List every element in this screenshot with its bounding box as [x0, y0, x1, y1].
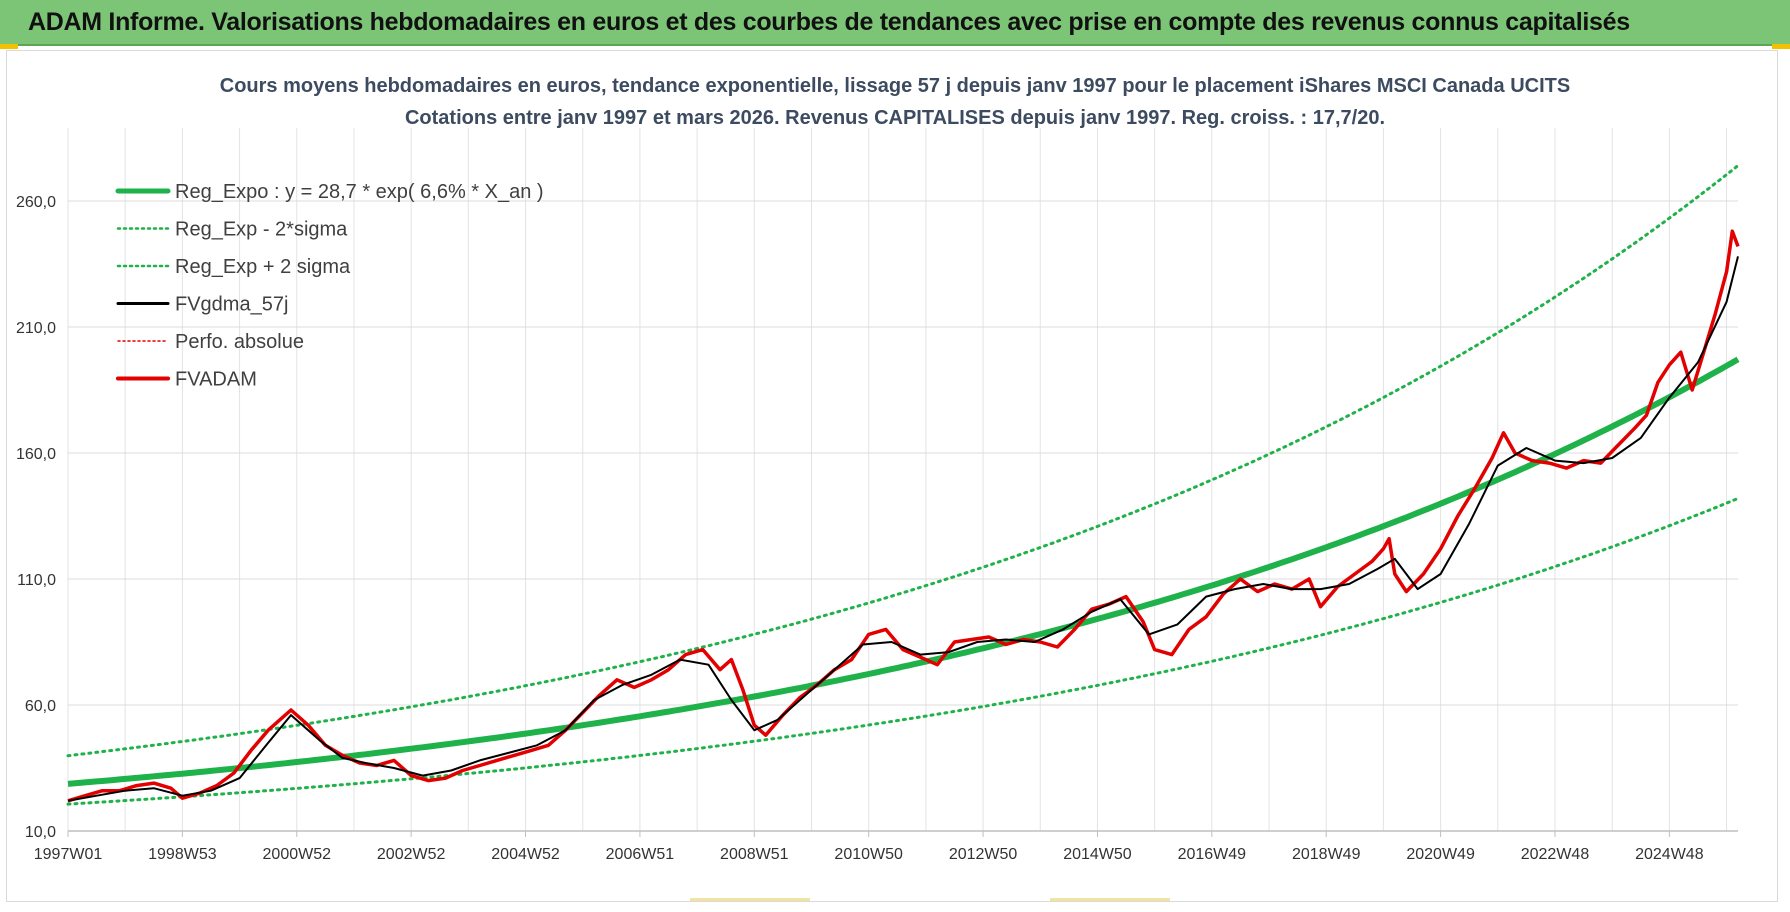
banner-title: ADAM Informe. Valorisations hebdomadaire… [28, 8, 1630, 36]
x-tick-label: 1997W01 [34, 846, 103, 863]
y-tick-label: 210,0 [16, 320, 56, 337]
x-tick-label: 2022W48 [1521, 846, 1590, 863]
legend-label: Reg_Exp - 2*sigma [175, 219, 348, 241]
series-fvadam [67, 229, 1740, 803]
x-tick-label: 2016W49 [1178, 846, 1247, 863]
x-tick-label: 2014W50 [1063, 846, 1132, 863]
decor-strip [1050, 898, 1170, 901]
x-tick-label: 2012W50 [949, 846, 1018, 863]
decor-strip [690, 898, 810, 901]
y-tick-label: 160,0 [16, 446, 56, 463]
corner-marker-left [0, 44, 18, 49]
x-tick-label: 2000W52 [263, 846, 332, 863]
x-tick-label: 2010W50 [834, 846, 903, 863]
x-tick-label: 2004W52 [491, 846, 560, 863]
series-perfo-absolue [67, 231, 1739, 802]
series-fvgdma-57j [67, 256, 1739, 802]
legend-label: FVADAM [175, 369, 257, 391]
series-reg-exp-plus-2sigma [66, 164, 1740, 758]
x-tick-label: 2002W52 [377, 846, 446, 863]
x-tick-label: 2024W48 [1635, 846, 1704, 863]
corner-marker-right [1772, 44, 1790, 49]
x-tick-label: 2006W51 [606, 846, 675, 863]
y-tick-label: 260,0 [16, 194, 56, 211]
y-tick-label: 60,0 [25, 698, 56, 715]
x-tick-label: 1998W53 [148, 846, 217, 863]
y-tick-label: 110,0 [17, 572, 56, 589]
series-reg-exp-minus-2sigma [66, 496, 1740, 806]
chart-title-line-1: Cours moyens hebdomadaires en euros, ten… [220, 75, 1570, 97]
chart-title-line-2: Cotations entre janv 1997 et mars 2026. … [405, 107, 1385, 129]
x-tick-label: 2018W49 [1292, 846, 1361, 863]
y-tick-label: 10,0 [25, 824, 56, 841]
x-tick-label: 2008W51 [720, 846, 789, 863]
x-tick-label: 2020W49 [1406, 846, 1475, 863]
legend-label: FVgdma_57j [175, 294, 288, 316]
legend-label: Reg_Expo : y = 28,7 * exp( 6,6% * X_an ) [175, 181, 544, 203]
legend-label: Perfo. absolue [175, 331, 304, 353]
header-banner: ADAM Informe. Valorisations hebdomadaire… [0, 0, 1790, 46]
legend-label: Reg_Exp + 2 sigma [175, 256, 351, 278]
